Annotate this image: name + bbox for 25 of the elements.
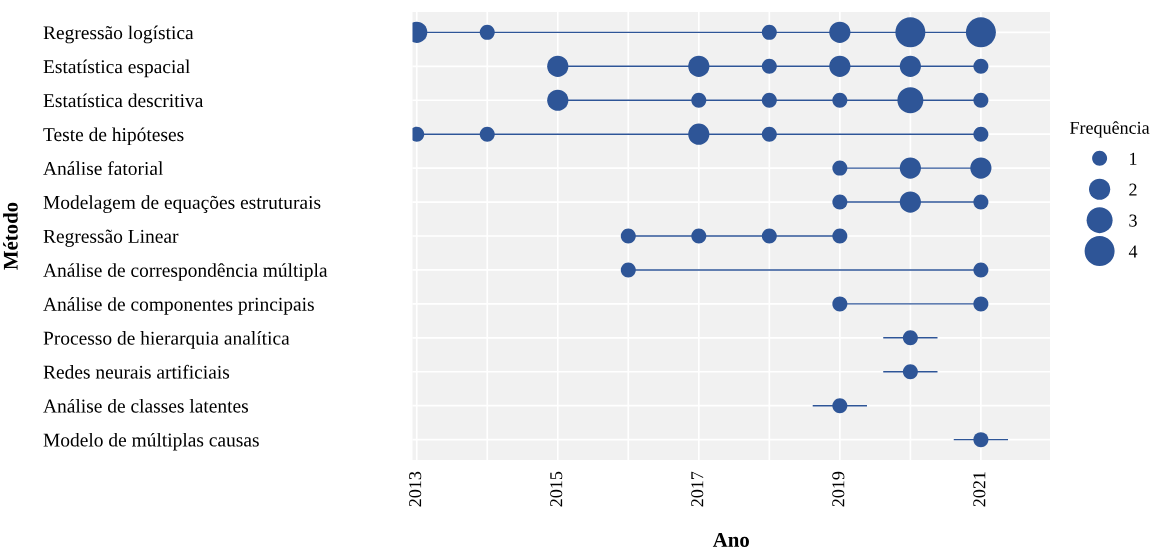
x-tick-label: 2013 bbox=[409, 471, 422, 507]
legend-label: 3 bbox=[1129, 214, 1137, 227]
x-axis-title: Ano bbox=[712, 532, 749, 547]
y-tick-label: Análise de classes latentes bbox=[43, 398, 249, 413]
y-tick-label: Estatística descritiva bbox=[43, 93, 204, 108]
y-tick-label: Análise de componentes principais bbox=[43, 297, 314, 315]
y-tick-label: Redes neurais artificiais bbox=[43, 364, 230, 379]
y-axis-title: Método bbox=[3, 202, 18, 270]
x-tick-label: 2021 bbox=[973, 472, 986, 507]
y-tick-label: Análise de correspondência múltipla bbox=[43, 263, 328, 281]
y-tick-label: Regressão logística bbox=[43, 25, 194, 44]
y-tick-label: Processo de hierarquia analítica bbox=[43, 331, 290, 349]
y-tick-label: Análise fatorial bbox=[43, 161, 164, 176]
y-tick-label: Regressão Linear bbox=[43, 229, 179, 247]
x-tick-label: 2017 bbox=[691, 471, 704, 507]
legend-label: 1 bbox=[1130, 152, 1137, 165]
y-tick-label: Teste de hipóteses bbox=[43, 127, 184, 146]
y-tick-label: Modelagem de equações estruturais bbox=[43, 195, 321, 213]
legend-title: Frequência bbox=[1069, 121, 1150, 138]
x-tick-label: 2015 bbox=[550, 471, 563, 507]
y-tick-label: Estatística espacial bbox=[43, 59, 190, 78]
legend-label: 2 bbox=[1129, 183, 1137, 196]
x-tick-label: 2019 bbox=[832, 471, 845, 507]
y-tick-label: Modelo de múltiplas causas bbox=[43, 432, 259, 451]
legend-label: 4 bbox=[1128, 245, 1138, 258]
